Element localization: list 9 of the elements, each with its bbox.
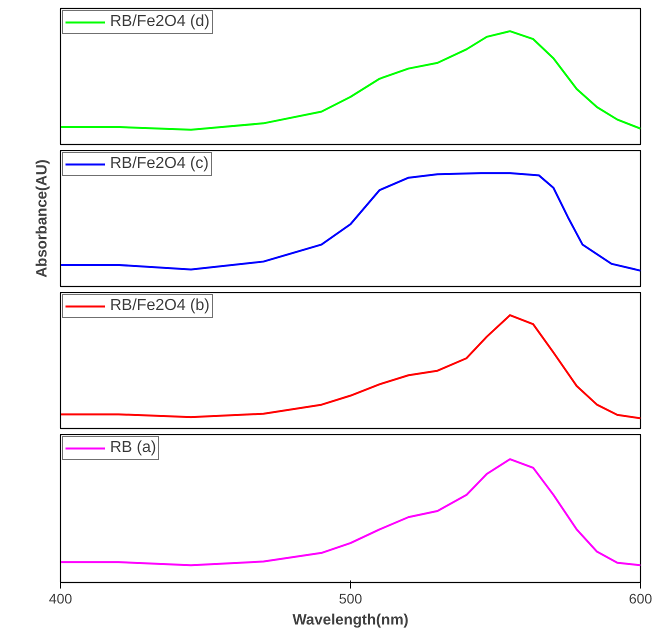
- legend-label: RB/Fe2O4 (b): [110, 297, 210, 315]
- x-tick-label: 500: [338, 590, 362, 606]
- x-tick-label: 600: [628, 590, 652, 606]
- legend-label: RB/Fe2O4 (d): [110, 13, 210, 31]
- x-tick-label: 400: [48, 590, 72, 606]
- legend-label: RB (a): [110, 439, 156, 457]
- y-axis-title: Absorbance(AU): [34, 159, 50, 278]
- x-axis-title: Wavelength(nm): [292, 612, 409, 628]
- legend-label: RB/Fe2O4 (c): [110, 155, 209, 173]
